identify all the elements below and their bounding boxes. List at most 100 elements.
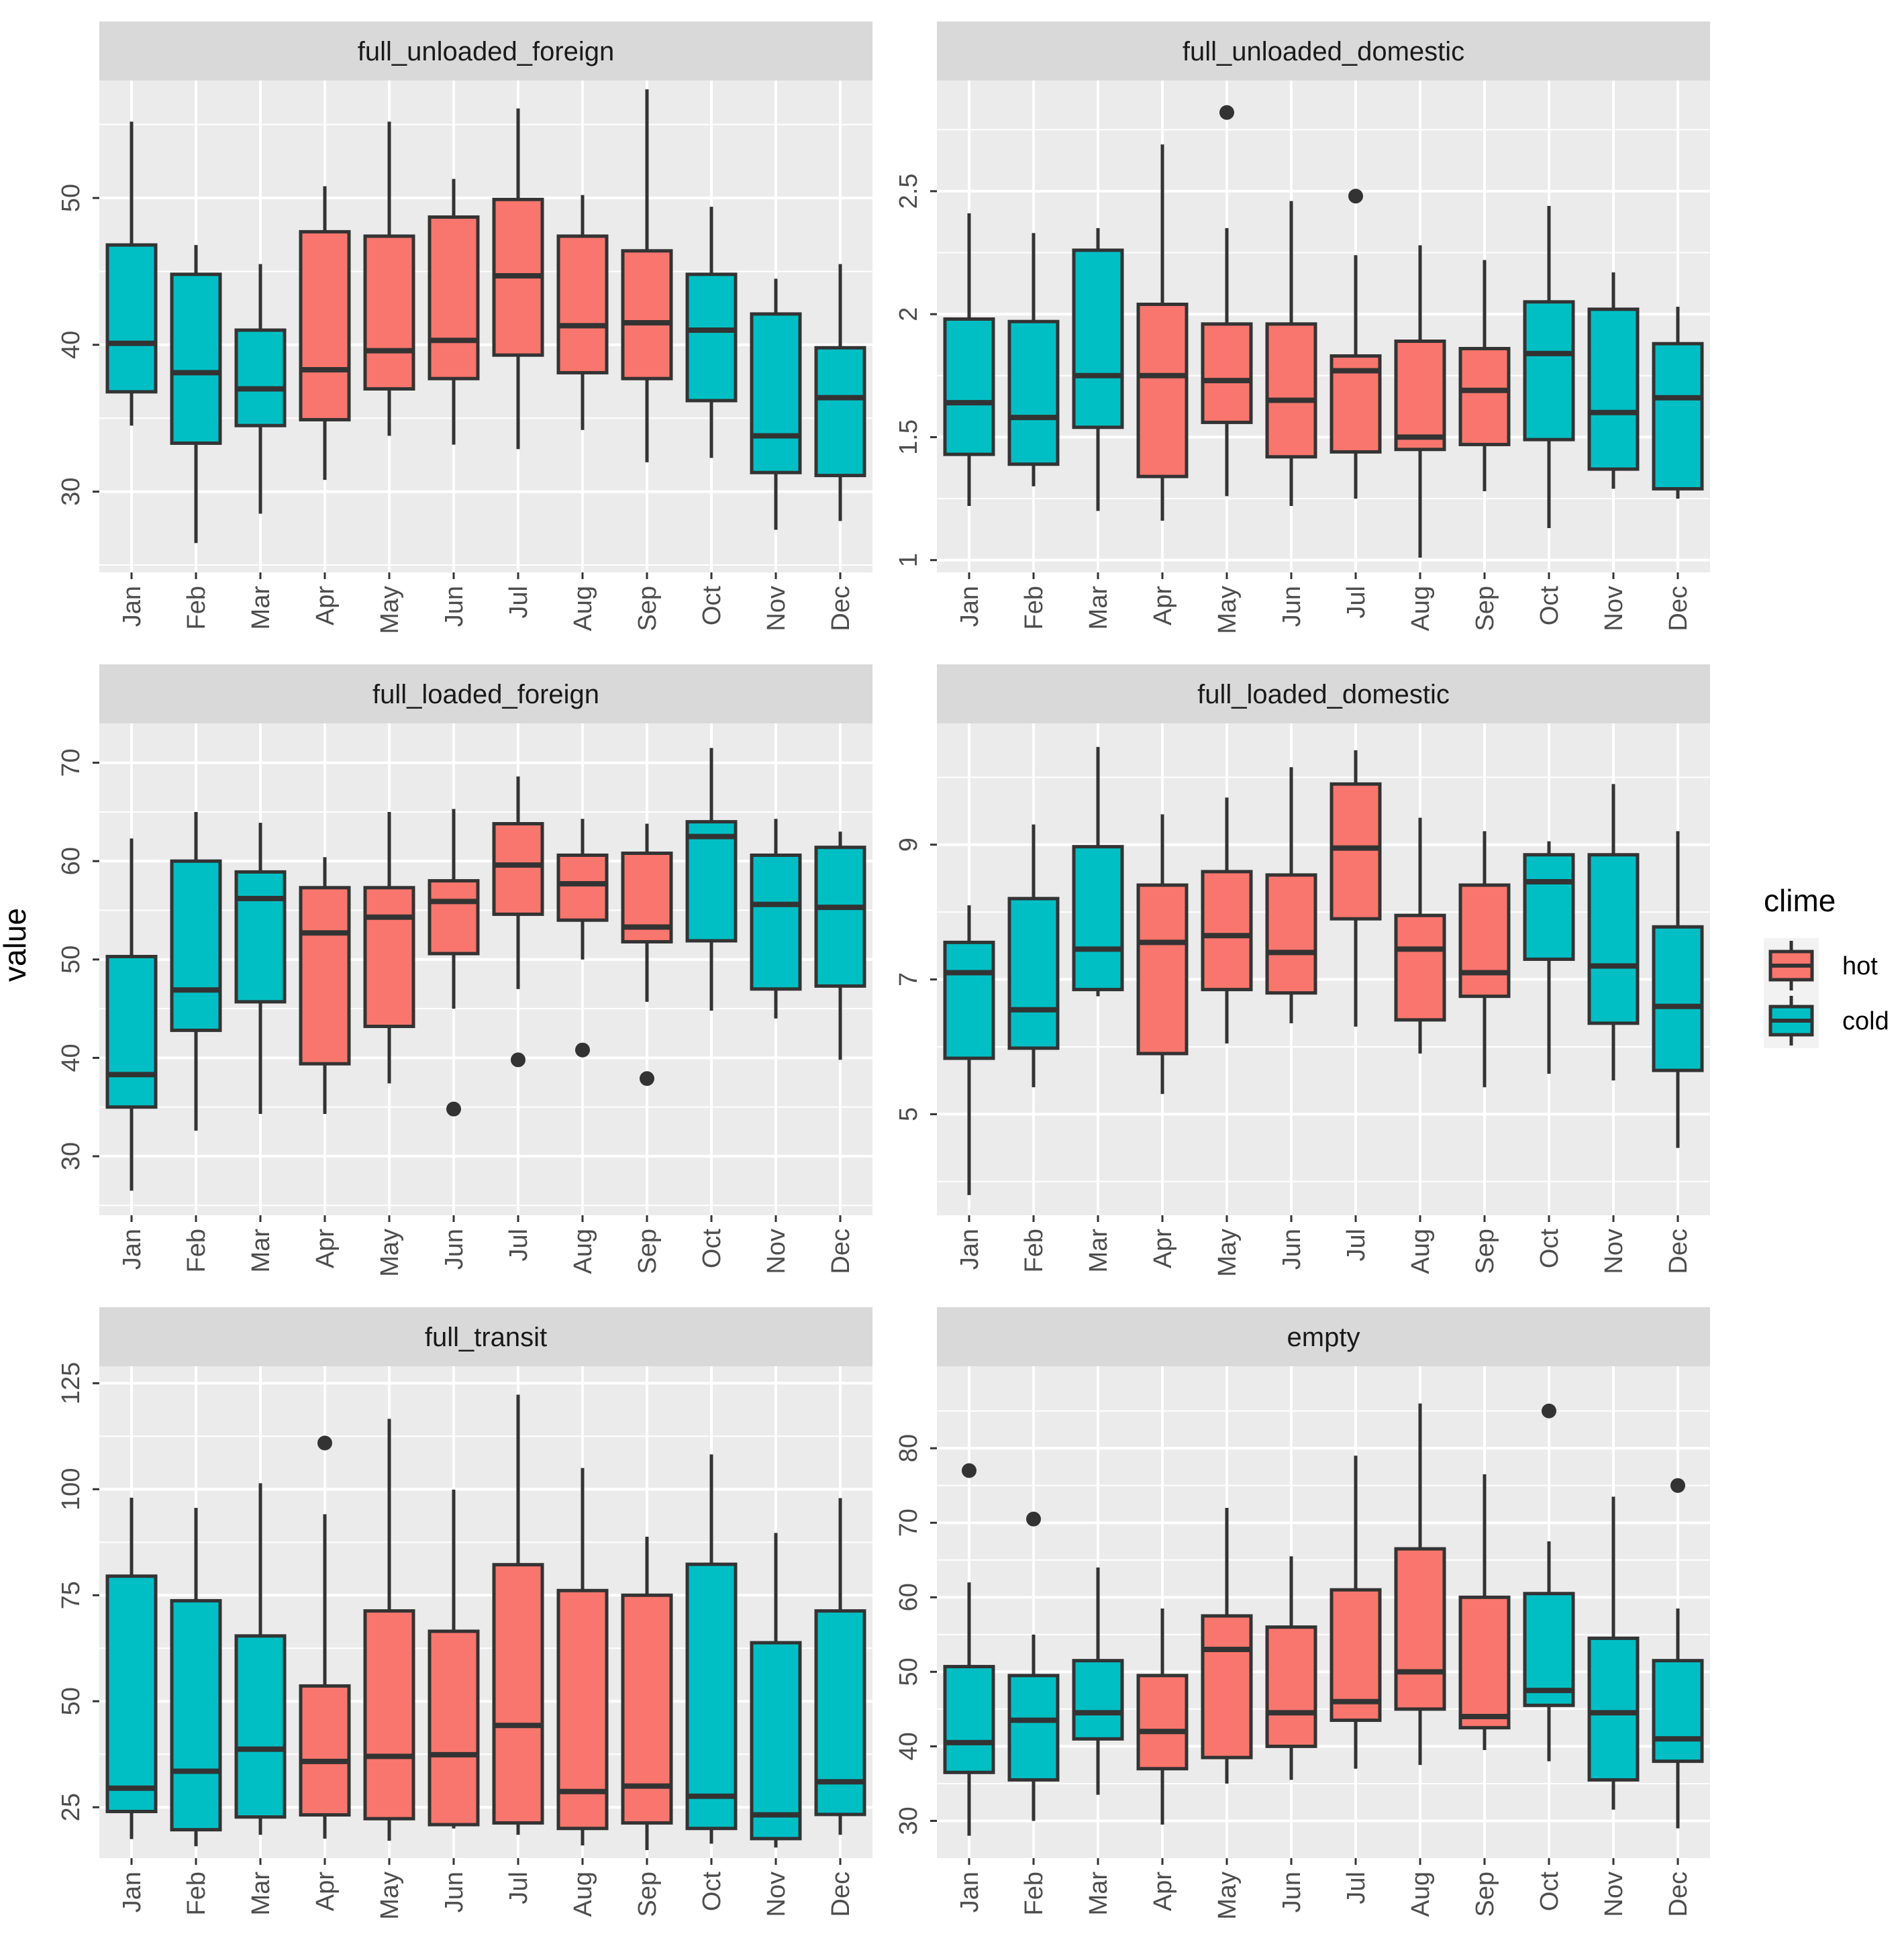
box-Feb xyxy=(1007,233,1060,487)
box-Sep xyxy=(1458,831,1511,1088)
box-body xyxy=(1072,248,1124,429)
outlier-point xyxy=(446,1101,461,1117)
box-Jun xyxy=(1265,767,1317,1023)
y-tick-label: 60 xyxy=(57,847,85,875)
box-body xyxy=(685,1562,738,1831)
x-tick-label: Dec xyxy=(827,586,855,631)
x-tick-label: Sep xyxy=(1471,586,1499,631)
box-Apr xyxy=(1136,1608,1189,1825)
box-May xyxy=(363,811,415,1084)
x-tick-label: Feb xyxy=(183,586,211,629)
box-Jan xyxy=(943,1463,995,1836)
y-tick-label: 1.5 xyxy=(895,419,923,455)
x-tick-label: Mar xyxy=(247,1229,275,1273)
panel-title: full_transit xyxy=(425,1323,547,1352)
box-body xyxy=(1394,913,1446,1022)
box-body xyxy=(750,1641,802,1841)
box-body xyxy=(1587,1636,1640,1782)
x-tick-label: Jul xyxy=(505,1872,533,1904)
y-tick-label: 40 xyxy=(57,1043,85,1072)
box-May xyxy=(1201,797,1253,1043)
panel-empty: empty 30 40 50 60 70 80 Jan Feb Mar Apr May Jun Jul Au… xyxy=(895,1307,1710,1920)
box-May xyxy=(363,1419,415,1841)
box-body xyxy=(1007,897,1060,1050)
panel-strip xyxy=(99,21,872,81)
x-tick-label: Jul xyxy=(505,1229,533,1262)
x-tick-label: Jun xyxy=(1278,1229,1306,1270)
box-body xyxy=(170,272,222,445)
panel-full_loaded_foreign: full_loaded_foreign 30 40 50 60 70 Jan Feb Mar Ap… xyxy=(57,664,872,1277)
box-Jan xyxy=(943,213,995,507)
box-body xyxy=(1136,883,1189,1056)
legend: clime hot cold xyxy=(1764,883,1889,1048)
box-Dec xyxy=(814,831,866,1060)
x-tick-label: Jul xyxy=(1342,586,1370,619)
x-tick-label: Apr xyxy=(311,586,340,625)
box-body xyxy=(750,312,802,474)
box-Jul xyxy=(492,1394,544,1835)
panel-strip xyxy=(937,21,1710,81)
y-tick-label: 70 xyxy=(57,748,85,776)
box-Nov xyxy=(1587,1496,1640,1810)
box-body xyxy=(492,822,544,916)
y-tick-label: 50 xyxy=(895,1657,923,1686)
y-tick-label: 125 xyxy=(57,1362,85,1405)
box-Dec xyxy=(814,264,866,521)
y-tick-label: 70 xyxy=(895,1509,923,1537)
box-Mar xyxy=(234,1483,287,1835)
box-body xyxy=(428,1629,480,1827)
x-tick-label: Feb xyxy=(1020,586,1048,629)
box-Apr xyxy=(1136,144,1189,521)
x-tick-label: Oct xyxy=(1536,1229,1564,1269)
box-body xyxy=(1394,1547,1446,1711)
box-Jan xyxy=(105,838,158,1191)
box-body xyxy=(363,1609,415,1821)
x-tick-label: Dec xyxy=(1664,586,1693,631)
outlier-point xyxy=(1219,105,1234,120)
legend-key-cold: cold xyxy=(1764,993,1889,1048)
y-tick-label: 75 xyxy=(57,1581,85,1609)
x-tick-label: May xyxy=(1213,1229,1242,1277)
plot-background xyxy=(99,1366,872,1858)
x-tick-label: May xyxy=(376,1872,404,1920)
box-body xyxy=(1330,782,1382,921)
x-tick-label: Jan xyxy=(118,1229,146,1270)
box-body xyxy=(1523,853,1575,961)
box-Sep xyxy=(621,89,673,462)
box-Nov xyxy=(1587,272,1640,489)
x-tick-label: Feb xyxy=(183,1872,211,1915)
x-tick-label: May xyxy=(1213,586,1242,634)
x-tick-label: May xyxy=(376,1229,404,1277)
y-tick-label: 25 xyxy=(57,1793,85,1821)
box-body xyxy=(492,1563,544,1825)
box-body xyxy=(299,886,351,1066)
x-tick-label: Jan xyxy=(956,1872,984,1912)
y-tick-label: 2 xyxy=(895,307,923,321)
x-tick-label: Nov xyxy=(762,586,791,631)
box-Sep xyxy=(621,823,673,1086)
x-tick-label: Jun xyxy=(440,1872,468,1912)
box-Apr xyxy=(1136,814,1189,1094)
outlier-point xyxy=(962,1463,976,1478)
x-tick-label: Apr xyxy=(1149,586,1177,625)
box-Jun xyxy=(428,809,480,1117)
x-tick-label: Jun xyxy=(440,1229,468,1270)
panel-title: full_unloaded_foreign xyxy=(358,37,615,66)
box-Nov xyxy=(750,1533,802,1848)
box-Dec xyxy=(1652,307,1704,499)
outlier-point xyxy=(1542,1403,1556,1419)
box-Aug xyxy=(1394,817,1446,1054)
y-tick-label: 30 xyxy=(895,1806,923,1835)
box-body xyxy=(1201,1614,1253,1759)
y-tick-label: 30 xyxy=(57,478,85,506)
box-body xyxy=(621,249,673,380)
box-body xyxy=(814,846,866,988)
y-tick-label: 5 xyxy=(895,1107,923,1121)
box-Dec xyxy=(1652,1478,1704,1829)
box-body xyxy=(1458,1595,1511,1730)
x-tick-label: Sep xyxy=(1471,1229,1499,1274)
y-axis-title: value xyxy=(0,908,32,982)
panels-group: full_unloaded_foreign 30 40 50 Jan Feb Mar Apr M… xyxy=(57,21,1710,1920)
box-Feb xyxy=(170,1508,222,1847)
box-body xyxy=(1136,1674,1189,1771)
